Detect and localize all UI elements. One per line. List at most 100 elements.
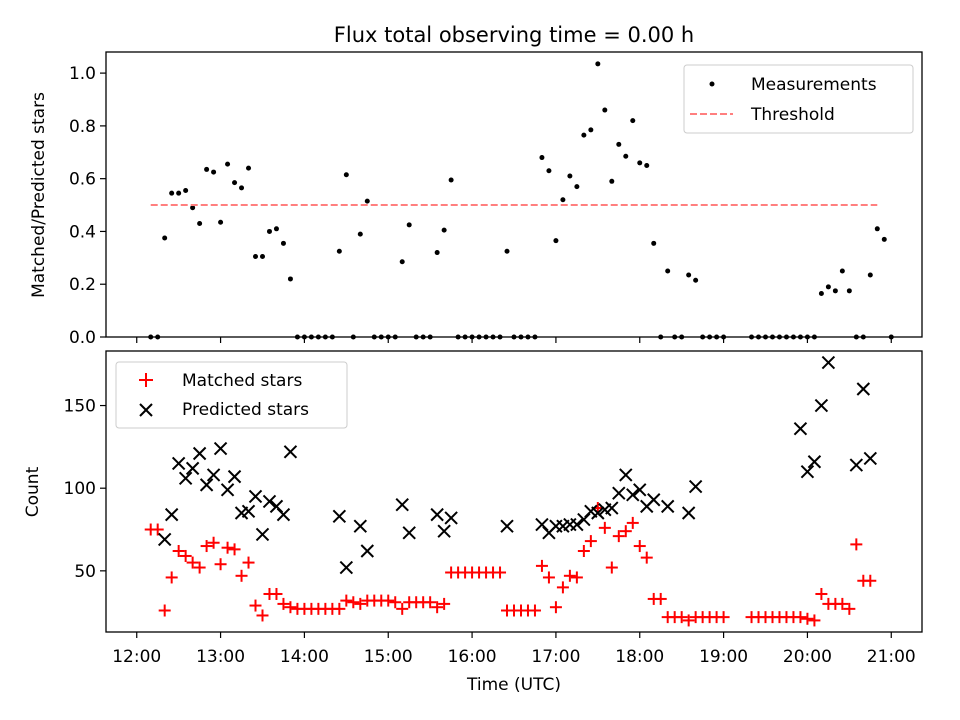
predicted-stars-point <box>402 526 416 540</box>
matched-stars-point <box>843 602 856 615</box>
predicted-stars-point <box>660 499 675 514</box>
predicted-stars-point <box>681 506 696 520</box>
predicted-stars-point <box>570 517 584 532</box>
measurement-point <box>162 235 168 241</box>
matched-stars-point <box>354 597 367 610</box>
predicted-stars-point <box>248 489 263 504</box>
predicted-stars-point <box>360 544 374 558</box>
predicted-stars-point <box>255 527 270 542</box>
predicted-stars-point <box>262 494 277 509</box>
measurement-point <box>183 188 189 194</box>
matched-stars-point <box>214 558 227 571</box>
predicted-stars-point <box>185 461 200 476</box>
measurement-point <box>239 185 245 191</box>
predicted-stars-point <box>814 398 829 413</box>
measurement-point <box>364 198 370 204</box>
measurement-point <box>574 184 580 190</box>
measurement-point <box>553 238 559 244</box>
legend-predicted-marker <box>139 403 153 417</box>
measurement-point <box>539 155 545 161</box>
x-tick-label: 18:00 <box>615 647 664 667</box>
measurement-point <box>651 240 657 246</box>
predicted-stars-point <box>283 445 298 459</box>
measurement-point <box>832 288 838 294</box>
measurement-point <box>246 165 252 171</box>
matched-stars-point <box>654 592 667 605</box>
legend-matched-label: Matched stars <box>182 371 302 391</box>
y-tick-label: 0.6 <box>69 170 96 190</box>
matched-stars-point <box>528 604 541 617</box>
predicted-stars-point <box>500 519 514 533</box>
measurement-point <box>546 168 552 174</box>
measurement-point <box>504 248 510 254</box>
measurement-point <box>686 272 692 278</box>
predicted-stars-point <box>199 478 214 492</box>
matched-stars-point <box>165 571 178 584</box>
y-tick-label: 50 <box>74 562 96 582</box>
matched-stars-point <box>549 601 562 614</box>
top-legend: Measurements Threshold <box>683 64 914 134</box>
measurement-point <box>357 231 363 237</box>
y-tick-label: 0.8 <box>69 117 96 137</box>
measurement-point <box>623 153 629 159</box>
measurement-point <box>197 221 203 227</box>
predicted-stars-point <box>591 506 605 520</box>
y-tick-label: 0.0 <box>69 328 96 348</box>
predicted-stars-point <box>856 382 871 396</box>
matched-stars-point <box>850 538 863 551</box>
predicted-stars-point <box>612 486 626 500</box>
measurement-point <box>609 178 615 184</box>
measurement-point <box>637 160 643 166</box>
matched-stars-point <box>340 594 353 607</box>
matched-stars-point <box>815 587 828 600</box>
measurement-point <box>693 277 699 283</box>
matched-stars-point <box>605 561 618 574</box>
bottom-plot-frame <box>105 350 923 633</box>
x-tick-label: 16:00 <box>448 647 497 667</box>
measurement-point <box>259 254 265 260</box>
matched-stars-point <box>626 516 639 529</box>
measurement-point <box>616 141 622 147</box>
matched-stars-point <box>794 611 807 624</box>
measurement-point <box>225 161 231 167</box>
measurement-point <box>595 61 601 67</box>
matched-stars-point <box>424 596 437 609</box>
measurement-point <box>280 240 286 246</box>
measurement-point <box>169 190 175 196</box>
predicted-stars-point <box>605 501 619 515</box>
predicted-stars-point <box>164 507 179 522</box>
measurement-point <box>665 268 671 274</box>
matched-stars-point <box>675 611 688 624</box>
matched-stars-point <box>640 551 653 564</box>
matched-stars-point <box>431 601 444 614</box>
x-tick-label: 20:00 <box>783 647 832 667</box>
predicted-stars-point <box>821 355 836 370</box>
measurement-point <box>253 254 259 260</box>
y-tick-label: 100 <box>64 479 96 499</box>
bottom-legend-box <box>115 361 348 429</box>
matched-stars-point <box>200 540 213 553</box>
matched-stars-point <box>186 556 199 569</box>
measurement-point <box>588 127 594 133</box>
matched-stars-point <box>612 530 625 543</box>
measurement-point <box>846 288 852 294</box>
measurement-point <box>218 219 224 225</box>
matched-stars-point <box>207 536 220 549</box>
predicted-stars-point <box>793 421 808 436</box>
measurement-point <box>287 276 293 282</box>
matched-stars-point <box>570 571 583 584</box>
predicted-stars-point <box>849 458 864 472</box>
matched-stars-point <box>584 535 597 548</box>
matched-stars-point <box>347 596 360 609</box>
measurement-point <box>825 284 831 290</box>
predicted-stars-point <box>619 468 633 482</box>
measurement-point <box>176 190 182 196</box>
matched-stars-point <box>284 601 297 614</box>
matched-stars-point <box>221 541 234 554</box>
measurement-point <box>881 236 887 242</box>
measurement-point <box>818 290 824 296</box>
measurement-point <box>448 177 454 183</box>
measurement-point <box>399 259 405 265</box>
legend-threshold-label: Threshold <box>750 105 835 125</box>
measurement-point <box>874 226 880 232</box>
